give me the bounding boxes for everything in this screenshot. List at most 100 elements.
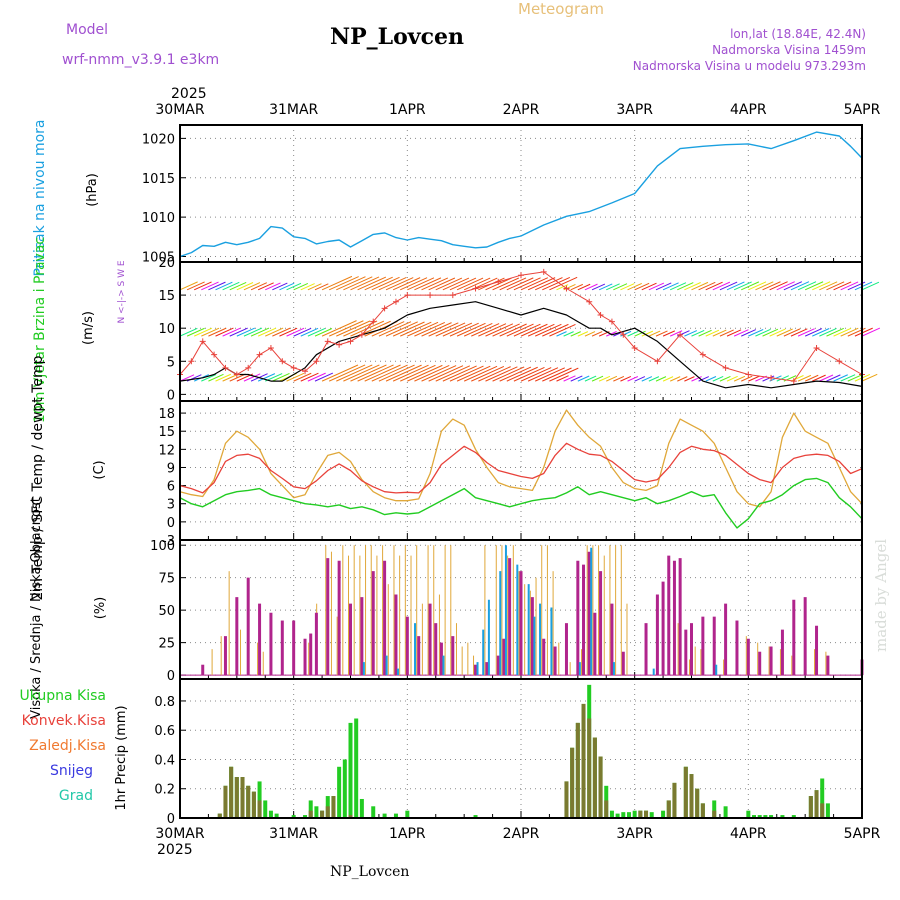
y-tick-label: 0 xyxy=(167,812,175,827)
wind-barb xyxy=(712,281,731,291)
wind-gust-marker xyxy=(347,338,354,345)
wind-barb xyxy=(535,367,565,382)
wind-barb xyxy=(591,331,603,337)
page-title: NP_Lovcen xyxy=(330,24,464,50)
wind-barb xyxy=(186,281,205,291)
wind-barb xyxy=(400,321,432,337)
precip-convective-bar xyxy=(348,815,353,818)
wind-barb xyxy=(328,320,364,337)
wind-barb xyxy=(449,277,477,291)
wind-barb xyxy=(606,375,618,382)
wind-barb xyxy=(314,328,333,337)
precip-total-bar xyxy=(757,815,762,818)
precip-convective-bar xyxy=(308,810,313,818)
wind-barb xyxy=(755,281,774,291)
precip-total-bar xyxy=(746,810,751,818)
precip-total-bar xyxy=(382,813,387,818)
wind-barb xyxy=(194,281,212,291)
wind-barb xyxy=(485,323,514,337)
wind-barb xyxy=(542,367,572,382)
wind-barb xyxy=(272,282,288,291)
wind-barb xyxy=(485,366,518,382)
precip-total-bar xyxy=(769,815,774,818)
wind-barb xyxy=(400,364,436,382)
wind-barb xyxy=(634,330,646,337)
legend-snow: Snijeg xyxy=(50,763,93,779)
precip-convective-bar xyxy=(581,703,586,818)
wind-barb xyxy=(790,281,810,291)
precip-convective-bar xyxy=(638,810,643,818)
wind-barb xyxy=(442,322,473,337)
wind-barb xyxy=(684,330,698,337)
wind-barb xyxy=(499,323,527,337)
wind-barb xyxy=(627,376,639,382)
wind-barb xyxy=(797,281,817,291)
precip-convective-bar xyxy=(598,756,603,818)
model-label: Model xyxy=(66,22,108,38)
wind-barb xyxy=(428,322,459,337)
wind-barb xyxy=(215,327,234,337)
wind-barb xyxy=(307,327,326,337)
y-tick-label: 15 xyxy=(158,289,175,304)
y-tick-label: 0 xyxy=(167,669,175,684)
wind-barb xyxy=(577,375,590,382)
wind-gust-marker xyxy=(211,351,218,358)
wind-barb xyxy=(591,375,604,382)
wind-barb xyxy=(854,327,873,337)
precip-convective-bar xyxy=(325,806,330,818)
wind-barb xyxy=(719,281,738,291)
precip-convective-bar xyxy=(592,737,597,818)
wind-barb xyxy=(549,323,576,337)
wind-gust-marker xyxy=(722,364,729,371)
wind-barb xyxy=(669,376,681,382)
wind-barb xyxy=(471,323,500,337)
precip-convective-bar xyxy=(575,722,580,818)
wind-barb xyxy=(783,328,801,337)
wind-barb xyxy=(435,365,471,382)
y-tick-label: 1020 xyxy=(142,132,175,147)
precip-unit: 1hr Precip (mm) xyxy=(114,705,129,810)
wind-barb xyxy=(385,321,418,337)
wind-barb xyxy=(669,282,687,291)
wind-barb xyxy=(556,375,569,382)
wind-barb xyxy=(456,322,486,337)
page-subtitle: Meteogram xyxy=(518,0,604,18)
wind-barb xyxy=(321,364,359,382)
precip-convective-bar xyxy=(217,813,222,818)
wind-barb xyxy=(407,364,443,382)
wind-barb xyxy=(513,277,541,291)
precip-total-bar xyxy=(405,810,410,818)
sfc-temp-line xyxy=(179,409,863,508)
wind-barb xyxy=(449,322,479,337)
precip-total-bar xyxy=(308,800,313,818)
model-value: wrf-nmm_v3.9.1 e3km xyxy=(62,52,219,68)
precip-convective-bar xyxy=(683,766,688,818)
wind-barb xyxy=(293,372,312,382)
precip-total-bar xyxy=(661,810,666,818)
wind-gust-marker xyxy=(370,318,377,325)
wind-speed-line xyxy=(179,301,863,389)
wind-barb xyxy=(812,374,826,382)
wind-barb xyxy=(371,364,408,382)
wind-gust-marker xyxy=(518,272,524,279)
precip-legend: Ukupna Kisa Konvek.Kisa Zaledj.Kisa Snij… xyxy=(19,688,129,811)
wind-gust-marker xyxy=(449,292,456,299)
wind-gust-marker xyxy=(677,331,684,338)
wind-barb xyxy=(726,281,745,291)
wind-barb xyxy=(506,366,538,382)
temp-2m-line xyxy=(179,442,863,494)
wind-barb xyxy=(705,281,723,291)
wind-barb xyxy=(456,365,491,382)
wind-barb xyxy=(655,376,667,382)
wind-barb xyxy=(343,364,380,382)
wind-barb xyxy=(535,277,563,291)
wind-barb xyxy=(698,376,709,382)
wind-barb xyxy=(598,375,611,382)
wind-barb xyxy=(478,323,507,337)
wind-barb xyxy=(506,323,534,337)
wind-gust-marker xyxy=(790,378,797,385)
wind-gust-marker xyxy=(563,285,570,292)
wind-gust-marker xyxy=(427,292,434,299)
wind-barb xyxy=(542,323,569,337)
wind-barb xyxy=(826,374,841,382)
